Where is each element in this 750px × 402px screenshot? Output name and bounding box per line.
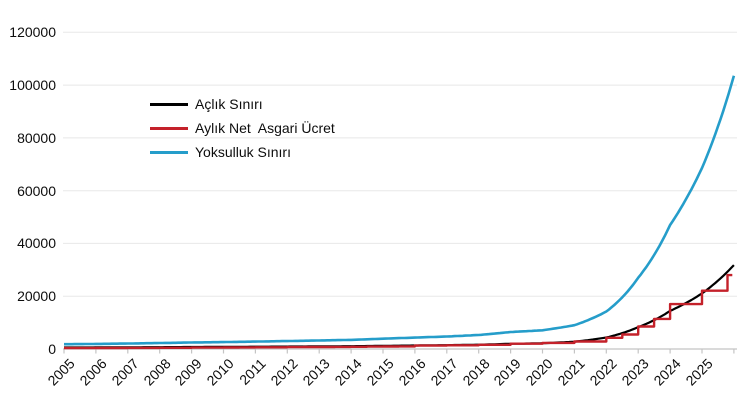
asgari-ucret-line-swatch [150, 126, 188, 130]
y-tick-label: 0 [48, 341, 56, 357]
legend-label-yoksulluk-siniri: Yoksulluk Sınırı [195, 144, 291, 160]
y-tick-label: 80000 [17, 129, 56, 146]
yoksulluk-siniri-line-swatch [150, 150, 188, 154]
y-tick-label: 100000 [9, 77, 56, 94]
series-line-yoksulluk-s-n-r- [64, 75, 736, 346]
legend: Açlık Sınırı Aylık Net Asgari Ücret Yoks… [150, 92, 335, 164]
y-tick-label: 120000 [9, 24, 56, 41]
legend-label-aclik-siniri: Açlık Sınırı [195, 96, 263, 112]
aclik-siniri-line-swatch [150, 102, 188, 106]
y-tick-label: 20000 [17, 288, 56, 305]
y-tick-label: 40000 [17, 235, 56, 252]
legend-item-yoksulluk-siniri: Yoksulluk Sınırı [150, 140, 335, 164]
series-line-ayl-k-net-asgari-cret [64, 273, 733, 350]
y-tick-label: 60000 [17, 182, 56, 199]
legend-item-aclik-siniri: Açlık Sınırı [150, 92, 335, 116]
legend-item-asgari-ucret: Aylık Net Asgari Ücret [150, 116, 335, 140]
legend-label-asgari-ucret: Aylık Net Asgari Ücret [195, 120, 335, 136]
